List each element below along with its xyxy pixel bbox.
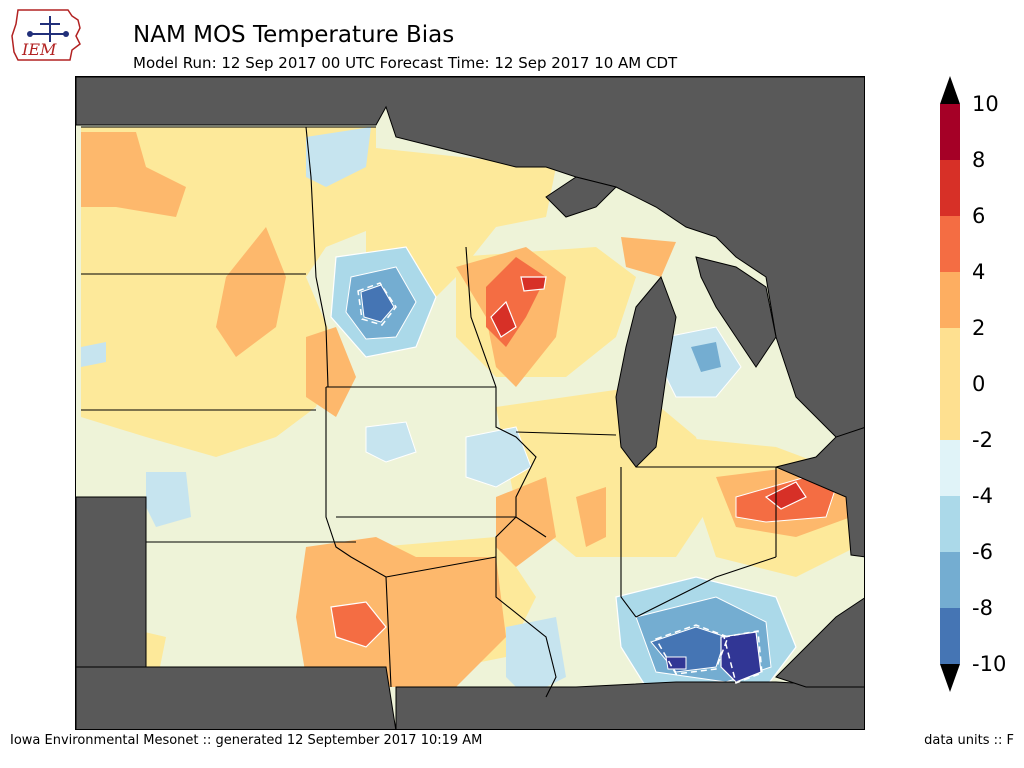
- map-title: NAM MOS Temperature Bias: [133, 22, 455, 48]
- masked-areas: [76, 77, 864, 729]
- colorbar-segment: [940, 272, 960, 328]
- colorbar-segment: [940, 552, 960, 608]
- colorbar-segment: [940, 104, 960, 160]
- bias-map: [75, 76, 865, 730]
- colorbar-segment: [940, 608, 960, 664]
- colorbar-segment: [940, 384, 960, 440]
- colorbar-tick-label: -4: [972, 484, 993, 508]
- colorbar-tick-label: 0: [972, 372, 986, 396]
- contour-lines: [357, 282, 763, 685]
- colorbar-tick-label: -8: [972, 596, 993, 620]
- colorbar-tick-label: -10: [972, 652, 1007, 676]
- logo-text: IEM: [22, 40, 57, 59]
- state-borders: [81, 126, 777, 698]
- colorbar-tick-label: 4: [972, 260, 986, 284]
- colorbar-segment: [940, 160, 960, 216]
- colorbar-min-arrow: [940, 664, 960, 692]
- map-subtitle: Model Run: 12 Sep 2017 00 UTC Forecast T…: [133, 54, 678, 72]
- colorbar-tick-label: 8: [972, 148, 986, 172]
- colorbar-max-arrow: [940, 76, 960, 104]
- colorbar-segment: [940, 216, 960, 272]
- colorbar-segment: [940, 328, 960, 384]
- colorbar-tick-label: -2: [972, 428, 993, 452]
- colorbar-tick-label: 10: [972, 92, 999, 116]
- colorbar-tick-label: -6: [972, 540, 993, 564]
- footer-credit: Iowa Environmental Mesonet :: generated …: [10, 733, 483, 748]
- colorbar: [930, 76, 970, 692]
- iem-logo: [6, 6, 88, 68]
- footer-units: data units :: F: [924, 733, 1014, 748]
- colorbar-tick-label: 6: [972, 204, 986, 228]
- colorbar-segment: [940, 496, 960, 552]
- colorbar-segment: [940, 440, 960, 496]
- colorbar-tick-label: 2: [972, 316, 986, 340]
